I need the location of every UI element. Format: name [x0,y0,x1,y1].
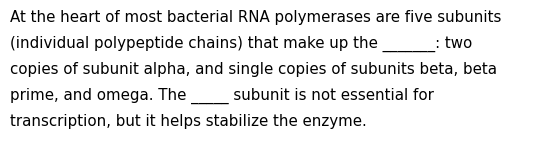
Text: prime, and omega. The _____ subunit is not essential for: prime, and omega. The _____ subunit is n… [10,88,434,104]
Text: At the heart of most bacterial RNA polymerases are five subunits: At the heart of most bacterial RNA polym… [10,10,502,25]
Text: (individual polypeptide chains) that make up the _______: two: (individual polypeptide chains) that mak… [10,36,472,52]
Text: copies of subunit alpha, and single copies of subunits beta, beta: copies of subunit alpha, and single copi… [10,62,497,77]
Text: transcription, but it helps stabilize the enzyme.: transcription, but it helps stabilize th… [10,114,367,129]
